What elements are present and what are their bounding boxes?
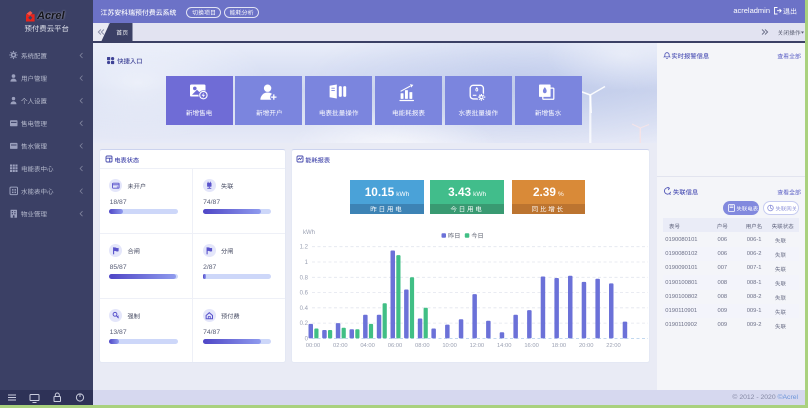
svg-text:14:00: 14:00 xyxy=(497,343,512,349)
svg-text:12:00: 12:00 xyxy=(470,343,485,349)
svg-text:0.2: 0.2 xyxy=(300,321,309,327)
svg-text:0.4: 0.4 xyxy=(300,306,309,312)
svg-text:0.8: 0.8 xyxy=(300,275,309,281)
svg-text:02:00: 02:00 xyxy=(333,343,348,349)
svg-text:0.6: 0.6 xyxy=(300,291,309,297)
svg-text:kWh: kWh xyxy=(303,230,315,236)
svg-text:18:00: 18:00 xyxy=(552,343,567,349)
svg-text:06:00: 06:00 xyxy=(388,343,403,349)
svg-text:16:00: 16:00 xyxy=(524,343,539,349)
svg-text:08:00: 08:00 xyxy=(415,343,430,349)
svg-text:1: 1 xyxy=(305,260,309,266)
svg-text:10:00: 10:00 xyxy=(442,343,457,349)
svg-text:1.2: 1.2 xyxy=(300,245,309,251)
svg-text:00:00: 00:00 xyxy=(306,343,321,349)
svg-text:04:00: 04:00 xyxy=(360,343,375,349)
svg-text:20:00: 20:00 xyxy=(579,343,594,349)
svg-text:22:00: 22:00 xyxy=(606,343,621,349)
svg-text:0: 0 xyxy=(305,336,309,342)
